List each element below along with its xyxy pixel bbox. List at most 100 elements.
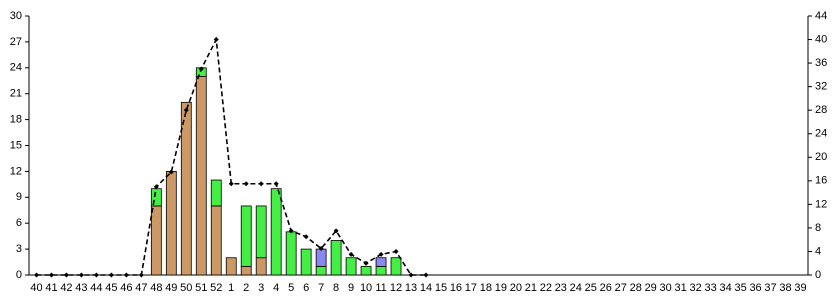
x-tick-label: 36 [749, 282, 761, 294]
y-tick-label: 18 [10, 114, 22, 126]
line-marker [348, 251, 354, 257]
x-tick-label: 24 [570, 282, 582, 294]
x-tick-label: 26 [600, 282, 612, 294]
bar-segment [150, 205, 162, 276]
y2-tick-label: 40 [815, 33, 827, 45]
x-tick-label: 43 [75, 282, 87, 294]
x-tick-label: 35 [734, 282, 746, 294]
line-marker [393, 248, 399, 254]
x-tick-label: 6 [303, 282, 309, 294]
line-marker [93, 272, 99, 278]
x-tick-label: 19 [495, 282, 507, 294]
x-tick-label: 52 [210, 282, 222, 294]
x-tick-label: 2 [243, 282, 249, 294]
x-tick-label: 50 [180, 282, 192, 294]
line-marker [423, 272, 429, 278]
x-tick-label: 18 [480, 282, 492, 294]
y-tick-label: 3 [16, 243, 22, 255]
x-tick-label: 23 [555, 282, 567, 294]
x-tick-label: 11 [375, 282, 386, 294]
y2-tick-label: 32 [815, 81, 827, 93]
y-tick-label: 0 [16, 269, 22, 281]
y-tick-label: 30 [10, 10, 22, 22]
x-tick-label: 49 [165, 282, 177, 294]
x-tick-label: 30 [660, 282, 672, 294]
x-tick-label: 51 [195, 282, 207, 294]
bar-segment [210, 205, 222, 276]
bar-segment [180, 101, 192, 276]
y-tick-label: 21 [10, 88, 22, 100]
line-marker [228, 181, 234, 187]
x-tick-label: 31 [675, 282, 687, 294]
x-tick-label: 42 [60, 282, 72, 294]
x-tick-label: 10 [360, 282, 372, 294]
x-tick-label: 5 [288, 282, 294, 294]
y2-tick-label: 36 [815, 57, 827, 69]
line-marker [318, 246, 324, 252]
line-marker [333, 228, 339, 234]
line-marker [213, 37, 219, 43]
x-tick-label: 16 [450, 282, 462, 294]
bar-segment [330, 240, 342, 276]
y-tick-label: 12 [10, 165, 22, 177]
x-tick-label: 46 [120, 282, 132, 294]
line-marker [168, 169, 174, 175]
line-marker [48, 272, 54, 278]
x-tick-label: 33 [705, 282, 717, 294]
bar-segment [375, 257, 387, 267]
bar-segment [270, 188, 282, 276]
line-marker [153, 184, 159, 190]
bar-segment [360, 265, 372, 276]
bar-segment [390, 257, 402, 276]
bar-segment [315, 248, 327, 267]
y2-tick-label: 12 [815, 198, 827, 210]
x-tick-label: 14 [420, 282, 432, 294]
bar-segment [255, 257, 267, 276]
x-tick-label: 9 [348, 282, 354, 294]
y2-tick-label: 4 [815, 245, 821, 257]
line-marker [243, 181, 249, 187]
line-marker [378, 251, 384, 257]
line-marker [63, 272, 69, 278]
x-tick-label: 15 [435, 282, 447, 294]
bar-segment [165, 170, 177, 276]
x-tick-label: 47 [135, 282, 147, 294]
line-marker [288, 228, 294, 234]
x-tick-label: 8 [333, 282, 339, 294]
x-tick-label: 44 [90, 282, 102, 294]
line-marker [33, 272, 39, 278]
line-marker [198, 66, 204, 72]
y2-tick-label: 16 [815, 175, 827, 187]
bar-segment [195, 76, 207, 276]
y2-tick-label: 24 [815, 128, 827, 140]
line-marker [108, 272, 114, 278]
x-tick-label: 34 [719, 282, 731, 294]
x-tick-label: 4 [273, 282, 279, 294]
x-tick-label: 29 [645, 282, 657, 294]
x-tick-label: 25 [585, 282, 597, 294]
x-tick-label: 37 [764, 282, 776, 294]
x-tick-label: 27 [615, 282, 627, 294]
x-tick-label: 1 [228, 282, 234, 294]
bar-segment [345, 257, 357, 276]
line-marker [258, 181, 264, 187]
x-tick-label: 17 [465, 282, 477, 294]
bar-segment [285, 231, 297, 276]
x-tick-label: 45 [105, 282, 117, 294]
bar-segment [300, 248, 312, 276]
x-tick-label: 22 [540, 282, 552, 294]
bar-segment [210, 179, 222, 207]
line-marker [273, 181, 279, 187]
y2-tick-label: 28 [815, 104, 827, 116]
line-marker [408, 272, 414, 278]
line-marker [78, 272, 84, 278]
line-marker [363, 260, 369, 266]
x-tick-label: 21 [525, 282, 537, 294]
bar-segment [315, 265, 327, 276]
y2-tick-label: 0 [815, 269, 821, 281]
y2-tick-label: 44 [815, 10, 827, 22]
x-tick-label: 12 [390, 282, 402, 294]
bar-segment [240, 265, 252, 276]
